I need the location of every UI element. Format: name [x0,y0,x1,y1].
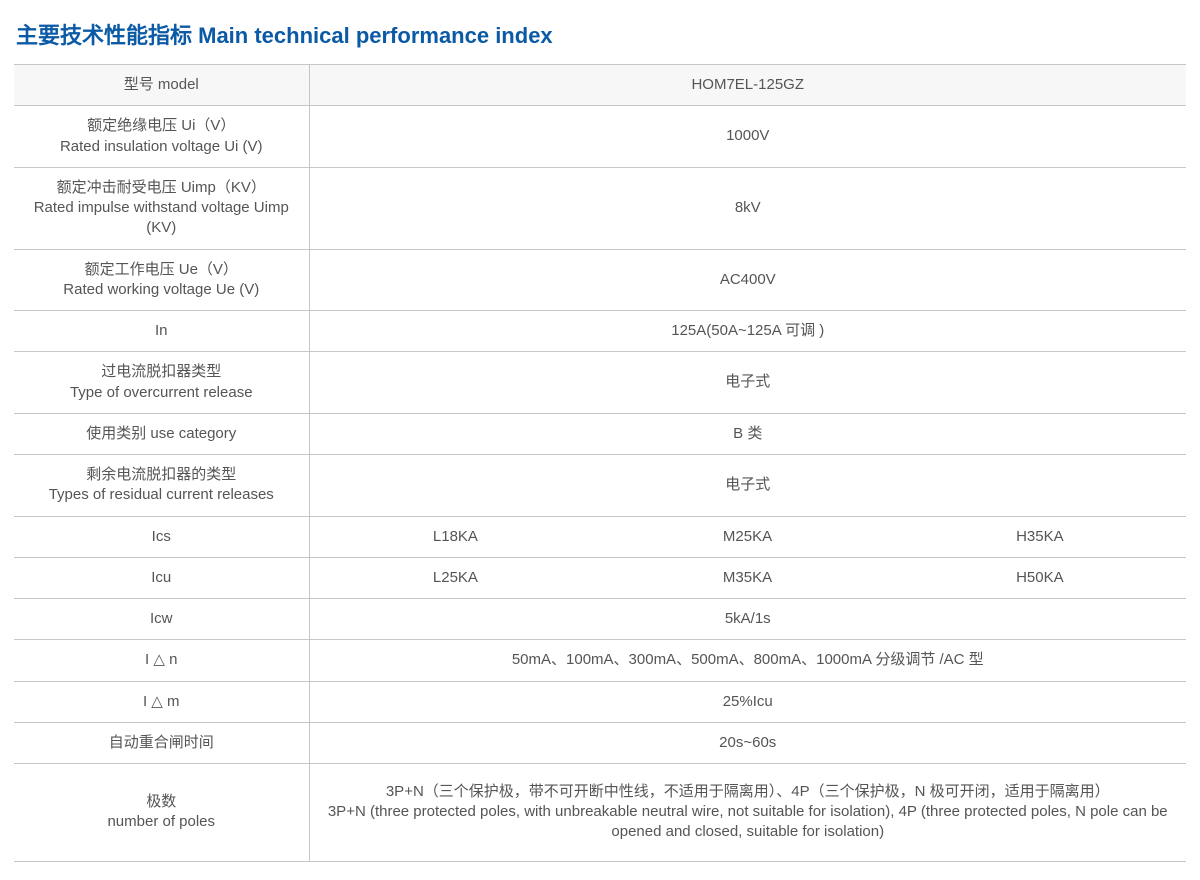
value-cell: H50KA [894,557,1186,598]
value-line: 3P+N (three protected poles, with unbrea… [318,802,1179,843]
value-cell: M25KA [601,516,893,557]
label-cell: Ics [14,516,309,557]
value-cell: B 类 [309,413,1186,454]
table-row: Icu L25KA M35KA H50KA [14,557,1186,598]
value-cell: 1000V [309,106,1186,168]
label-cell: Icw [14,599,309,640]
label-line: 剩余电流脱扣器的类型 [22,465,301,485]
section-title: 主要技术性能指标 Main technical performance inde… [14,18,1186,50]
table-row: 自动重合闸时间 20s~60s [14,722,1186,763]
value-cell: 电子式 [309,455,1186,517]
label-line: 额定工作电压 Ue（V） [22,260,301,280]
label-line: Rated impulse withstand voltage Uimp (KV… [22,198,301,239]
label-cell: 型号 model [14,65,309,106]
label-line: Type of overcurrent release [22,383,301,403]
label-cell: 过电流脱扣器类型 Type of overcurrent release [14,352,309,414]
value-cell: 25%Icu [309,681,1186,722]
table-row: 使用类别 use category B 类 [14,413,1186,454]
label-cell: 剩余电流脱扣器的类型 Types of residual current rel… [14,455,309,517]
value-cell: 8kV [309,167,1186,249]
value-cell: 125A(50A~125A 可调 ) [309,311,1186,352]
label-line: Rated insulation voltage Ui (V) [22,137,301,157]
table-row: Icw 5kA/1s [14,599,1186,640]
label-cell: 额定冲击耐受电压 Uimp（KV） Rated impulse withstan… [14,167,309,249]
label-line: 极数 [22,792,301,812]
label-cell: Icu [14,557,309,598]
value-cell: M35KA [601,557,893,598]
value-cell: 电子式 [309,352,1186,414]
label-cell: 使用类别 use category [14,413,309,454]
label-cell: In [14,311,309,352]
label-cell: 极数 number of poles [14,764,309,862]
label-cell: 自动重合闸时间 [14,722,309,763]
label-line: number of poles [22,812,301,832]
label-line: Rated working voltage Ue (V) [22,280,301,300]
label-cell: I △ n [14,640,309,681]
table-row: 型号 model HOM7EL-125GZ [14,65,1186,106]
value-cell: L18KA [309,516,601,557]
label-cell: 额定绝缘电压 Ui（V） Rated insulation voltage Ui… [14,106,309,168]
table-row: I △ n 50mA、100mA、300mA、500mA、800mA、1000m… [14,640,1186,681]
value-cell: L25KA [309,557,601,598]
value-cell: 3P+N（三个保护极，带不可开断中性线，不适用于隔离用）、4P（三个保护极，N … [309,764,1186,862]
table-row: 额定冲击耐受电压 Uimp（KV） Rated impulse withstan… [14,167,1186,249]
label-line: 额定冲击耐受电压 Uimp（KV） [22,178,301,198]
label-line: 过电流脱扣器类型 [22,362,301,382]
table-row: 额定工作电压 Ue（V） Rated working voltage Ue (V… [14,249,1186,311]
performance-table: 型号 model HOM7EL-125GZ 额定绝缘电压 Ui（V） Rated… [14,64,1186,862]
table-row: I △ m 25%Icu [14,681,1186,722]
label-line: Types of residual current releases [22,485,301,505]
value-cell: AC400V [309,249,1186,311]
table-row: 极数 number of poles 3P+N（三个保护极，带不可开断中性线，不… [14,764,1186,862]
table-row: 额定绝缘电压 Ui（V） Rated insulation voltage Ui… [14,106,1186,168]
table-row: In 125A(50A~125A 可调 ) [14,311,1186,352]
value-cell: 5kA/1s [309,599,1186,640]
table-row: Ics L18KA M25KA H35KA [14,516,1186,557]
value-cell: HOM7EL-125GZ [309,65,1186,106]
label-line: 额定绝缘电压 Ui（V） [22,116,301,136]
table-row: 剩余电流脱扣器的类型 Types of residual current rel… [14,455,1186,517]
value-line: 3P+N（三个保护极，带不可开断中性线，不适用于隔离用）、4P（三个保护极，N … [318,782,1179,802]
table-row: 过电流脱扣器类型 Type of overcurrent release 电子式 [14,352,1186,414]
value-cell: H35KA [894,516,1186,557]
value-cell: 20s~60s [309,722,1186,763]
value-cell: 50mA、100mA、300mA、500mA、800mA、1000mA 分级调节… [309,640,1186,681]
label-cell: I △ m [14,681,309,722]
label-cell: 额定工作电压 Ue（V） Rated working voltage Ue (V… [14,249,309,311]
